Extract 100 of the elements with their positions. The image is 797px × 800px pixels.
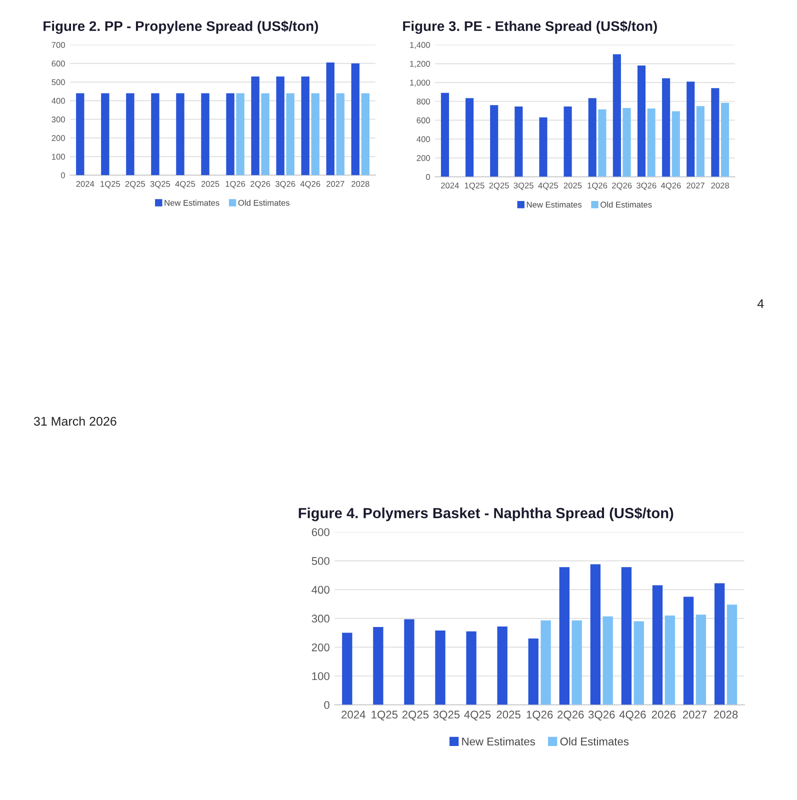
- bar: [637, 66, 646, 177]
- x-tick-label: 4Q26: [619, 710, 646, 721]
- bar: [326, 62, 334, 176]
- x-tick-label: 2Q26: [250, 180, 270, 188]
- bar: [226, 93, 234, 176]
- y-tick-label: 100: [312, 672, 330, 680]
- chart-title: Figure 2. PP - Propylene Spread (US$/ton): [44, 20, 318, 34]
- bar: [466, 631, 476, 705]
- x-tick-label: 2Q25: [402, 710, 429, 721]
- x-tick-label: 2028: [711, 182, 730, 188]
- bar: [539, 117, 548, 177]
- y-tick-label: 300: [52, 116, 65, 122]
- text: 31 March 2026: [34, 416, 116, 426]
- x-tick-label: 2028: [352, 180, 370, 187]
- y-tick-label: 500: [52, 79, 65, 86]
- bar: [683, 596, 694, 705]
- bar: [647, 108, 656, 177]
- bar: [497, 626, 508, 705]
- bar: [276, 76, 284, 176]
- bar: [622, 108, 631, 177]
- bar: [672, 111, 680, 177]
- y-tick-label: 200: [312, 643, 330, 652]
- legend-label: New Estimates: [526, 201, 582, 208]
- y-tick-label: 1,400: [410, 42, 430, 49]
- x-tick-label: 2025: [564, 182, 582, 188]
- y-tick-label: 400: [416, 136, 430, 142]
- bar: [514, 106, 523, 177]
- bar: [361, 93, 370, 176]
- bar: [435, 630, 446, 705]
- x-tick-label: 4Q25: [464, 710, 491, 721]
- bar: [720, 102, 730, 177]
- x-tick-label: 1Q25: [372, 710, 398, 721]
- y-tick-label: 1,000: [410, 80, 430, 87]
- bar: [404, 619, 414, 705]
- y-tick-label: 500: [312, 557, 330, 565]
- bar: [711, 88, 720, 177]
- y-tick-label: 100: [52, 154, 65, 160]
- bar: [176, 93, 184, 176]
- x-tick-label: 3Q26: [588, 710, 615, 721]
- chart-title: Figure 4. Polymers Basket - Naphtha Spread (US$/ton): [298, 507, 674, 522]
- y-tick-label: 400: [52, 98, 65, 104]
- x-tick-label: 1Q25: [100, 180, 120, 188]
- x-tick-label: 2024: [342, 710, 366, 719]
- bar: [652, 585, 663, 705]
- x-tick-label: 4Q25: [538, 182, 558, 190]
- x-tick-label: 1Q26: [226, 180, 246, 188]
- bar: [151, 93, 160, 176]
- x-tick-label: 2027: [326, 180, 344, 187]
- bar: [440, 92, 450, 177]
- y-tick-label: 300: [312, 614, 330, 623]
- x-tick-label: 3Q25: [150, 180, 170, 188]
- bar: [588, 98, 596, 177]
- bar: [351, 63, 360, 176]
- bar: [236, 93, 244, 176]
- bar: [540, 620, 551, 705]
- x-tick-label: 2Q26: [558, 710, 584, 721]
- y-tick-label: 0: [426, 174, 430, 180]
- bar: [528, 638, 538, 705]
- bar: [590, 564, 601, 705]
- x-tick-label: 3Q26: [636, 182, 656, 190]
- text: 4: [757, 299, 764, 308]
- x-tick-label: 2028: [714, 710, 738, 719]
- bar: [261, 93, 270, 176]
- y-tick-label: 200: [52, 135, 65, 142]
- bar: [559, 567, 570, 705]
- bar: [572, 620, 582, 705]
- x-tick-label: 4Q26: [660, 182, 681, 190]
- bar: [686, 82, 695, 177]
- bar: [342, 632, 352, 705]
- bar: [621, 567, 632, 705]
- x-tick-label: 1Q26: [526, 710, 553, 721]
- x-tick-label: 2Q25: [125, 180, 146, 188]
- bar: [714, 583, 725, 705]
- bar: [634, 621, 644, 705]
- bar: [598, 109, 606, 177]
- x-tick-label: 3Q25: [433, 710, 460, 721]
- legend-label: Old Estimates: [238, 200, 290, 206]
- bar: [286, 93, 294, 176]
- legend-label: New Estimates: [462, 737, 535, 746]
- bar: [696, 614, 706, 705]
- x-tick-label: 2025: [201, 180, 220, 187]
- bar: [336, 93, 344, 176]
- bar: [602, 616, 613, 705]
- y-tick-label: 700: [52, 42, 65, 48]
- bar: [564, 106, 572, 177]
- x-tick-label: 2025: [496, 710, 520, 719]
- chart-title: Figure 3. PE - Ethane Spread (US$/ton): [403, 20, 657, 34]
- y-tick-label: 0: [60, 172, 65, 178]
- x-tick-label: 2027: [682, 710, 707, 719]
- x-tick-label: 4Q25: [175, 180, 196, 188]
- x-tick-label: 2024: [441, 182, 459, 188]
- legend-label: Old Estimates: [600, 201, 652, 208]
- bar: [126, 93, 134, 176]
- bar: [76, 93, 84, 176]
- x-tick-label: 4Q26: [300, 180, 320, 188]
- bar: [726, 604, 738, 705]
- x-tick-label: 2Q26: [612, 182, 632, 190]
- bar: [373, 627, 384, 705]
- y-tick-label: 600: [416, 117, 430, 124]
- bar: [662, 78, 670, 177]
